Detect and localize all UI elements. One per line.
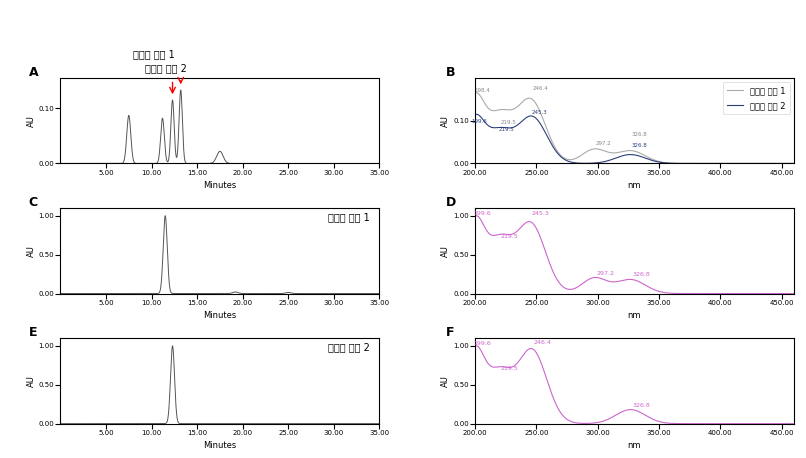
살선충 물질 1: [606, 150, 616, 155]
Y-axis label: AU: AU: [441, 375, 451, 387]
X-axis label: nm: nm: [628, 181, 642, 190]
Text: 326.8: 326.8: [633, 403, 650, 408]
Text: D: D: [447, 196, 456, 209]
X-axis label: Minutes: Minutes: [203, 442, 236, 451]
Text: 199.6: 199.6: [473, 341, 491, 346]
Text: 살선충 물질 1: 살선충 물질 1: [328, 212, 370, 222]
Text: 245.3: 245.3: [532, 110, 547, 115]
Legend: 살선충 물질 1, 살선충 물질 2: 살선충 물질 1, 살선충 물질 2: [722, 82, 790, 114]
살선충 물질 1: [507, 107, 517, 113]
Line: 살선충 물질 1: 살선충 물질 1: [475, 93, 794, 164]
살선충 물질 2: [472, 111, 481, 117]
Text: 살선충 물질 1: 살선충 물질 1: [133, 49, 175, 59]
Y-axis label: AU: AU: [441, 114, 451, 126]
Text: F: F: [447, 327, 455, 339]
Text: 219.5: 219.5: [501, 234, 518, 240]
살선충 물질 2: [526, 113, 535, 119]
Text: B: B: [447, 66, 456, 79]
살선충 물질 1: [592, 146, 602, 152]
Text: 199.6: 199.6: [471, 119, 487, 124]
살선충 물질 1: [470, 91, 480, 96]
살선충 물질 2: [789, 161, 799, 166]
살선충 물질 2: [749, 161, 758, 166]
Text: 219.5: 219.5: [501, 120, 516, 125]
살선충 물질 1: [749, 161, 758, 166]
Y-axis label: AU: AU: [27, 375, 35, 387]
X-axis label: Minutes: Minutes: [203, 181, 236, 190]
살선충 물질 2: [470, 112, 480, 117]
Text: E: E: [28, 327, 37, 339]
Text: 245.3: 245.3: [532, 211, 550, 216]
Text: 246.4: 246.4: [533, 86, 549, 91]
살선충 물질 2: [592, 160, 602, 165]
X-axis label: nm: nm: [628, 442, 642, 451]
Text: 219.5: 219.5: [501, 366, 518, 371]
Y-axis label: AU: AU: [27, 245, 35, 256]
Text: 297.2: 297.2: [596, 141, 611, 146]
Text: 199.6: 199.6: [473, 211, 491, 216]
Line: 살선충 물질 2: 살선충 물질 2: [475, 114, 794, 164]
Text: 246.4: 246.4: [533, 339, 551, 344]
Y-axis label: AU: AU: [441, 245, 451, 256]
Text: 326.8: 326.8: [632, 132, 647, 137]
X-axis label: nm: nm: [628, 311, 642, 320]
Text: 326.8: 326.8: [633, 273, 650, 278]
Text: 326.8: 326.8: [632, 143, 647, 148]
Y-axis label: AU: AU: [27, 114, 35, 126]
Text: 살선충 물질 2: 살선충 물질 2: [145, 63, 187, 73]
Text: 198.4: 198.4: [474, 88, 490, 93]
살선충 물질 2: [606, 157, 616, 163]
Text: 297.2: 297.2: [596, 271, 615, 276]
살선충 물질 1: [789, 161, 799, 166]
Text: 살선충 물질 2: 살선충 물질 2: [328, 342, 370, 352]
살선충 물질 1: [526, 96, 535, 101]
X-axis label: Minutes: Minutes: [203, 311, 236, 320]
살선충 물질 2: [507, 125, 517, 131]
Text: 219.5: 219.5: [499, 127, 515, 132]
Text: A: A: [28, 66, 38, 79]
살선충 물질 1: [472, 90, 481, 96]
살선충 물질 1: [783, 161, 792, 166]
Text: C: C: [28, 196, 38, 209]
살선충 물질 2: [783, 161, 792, 166]
